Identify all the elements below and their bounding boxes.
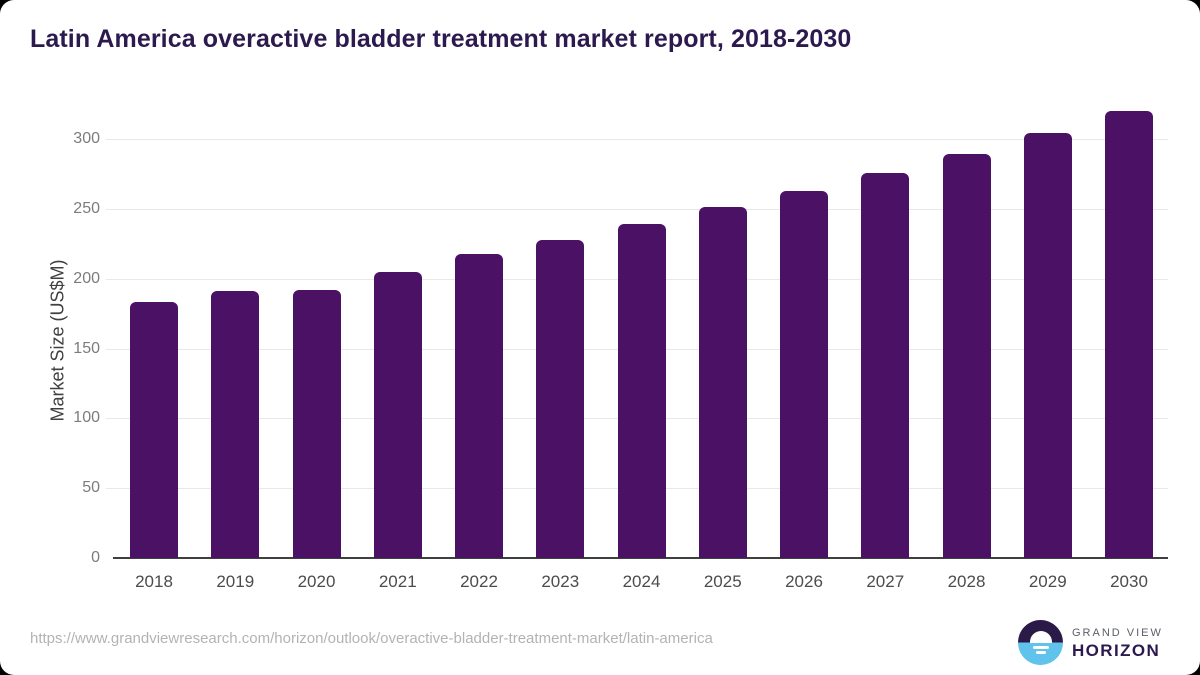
x-tick-label: 2018 (135, 572, 173, 591)
x-tick-label: 2024 (622, 572, 661, 591)
x-tick-label: 2025 (703, 572, 742, 591)
x-tick-label: 2021 (378, 572, 417, 591)
bar-2025 (698, 207, 747, 558)
bar-2022 (455, 253, 503, 558)
x-tick-label: 2028 (947, 572, 986, 591)
grand-view-horizon-logo: GRAND VIEW HORIZON (1018, 620, 1170, 665)
bar-2029 (1023, 133, 1072, 558)
gridline-250 (106, 208, 1168, 210)
x-axis-line (113, 557, 1168, 559)
y-tick-label: 150 (73, 339, 100, 357)
source-url: https://www.grandviewresearch.com/horizo… (30, 630, 713, 647)
x-tick-label: 2019 (216, 572, 255, 591)
x-tick-label: 2023 (541, 572, 580, 591)
horizon-sun-icon (1018, 620, 1063, 665)
bar-2019 (211, 291, 260, 558)
bar-2024 (617, 224, 666, 558)
bar-2027 (861, 172, 910, 558)
sun-reflection-line (1032, 646, 1049, 649)
logo-product-name: HORIZON (1072, 641, 1161, 660)
y-tick-label: 50 (82, 479, 100, 497)
x-tick-label: 2029 (1028, 572, 1067, 591)
x-tick-label: 2020 (297, 572, 336, 591)
y-tick-label: 300 (73, 130, 100, 147)
bar-2021 (373, 271, 422, 558)
bar-2030 (1105, 111, 1153, 558)
bar-2023 (536, 239, 585, 558)
x-tick-label: 2022 (460, 572, 498, 591)
logo-brand-name: GRAND VIEW (1072, 627, 1163, 639)
x-tick-label: 2030 (1110, 572, 1148, 591)
y-tick-label: 0 (91, 549, 100, 566)
bar-2026 (780, 190, 828, 558)
x-tick-label: 2026 (785, 572, 823, 591)
gridline-300 (106, 139, 1168, 140)
chart-title: Latin America overactive bladder treatme… (30, 25, 852, 53)
bar-2028 (942, 154, 991, 558)
y-tick-label: 250 (73, 199, 100, 217)
y-tick-label: 100 (73, 409, 100, 427)
y-tick-label: 200 (73, 269, 100, 287)
bar-2018 (130, 302, 178, 558)
sun-shape (1029, 631, 1052, 643)
sun-reflection-line (1035, 651, 1046, 654)
logo-text: GRAND VIEW HORIZON (1072, 627, 1163, 661)
x-tick-label: 2027 (866, 572, 905, 591)
bar-2020 (292, 289, 341, 558)
